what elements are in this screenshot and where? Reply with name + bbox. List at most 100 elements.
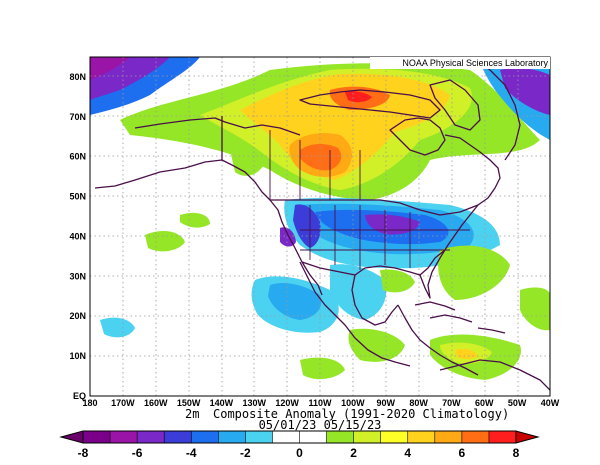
lon-tick-label: 80W — [409, 398, 428, 408]
lat-tick-label: 30N — [69, 271, 86, 281]
warm-region-gulf — [380, 269, 415, 293]
map-panel: NOAA Physical Sciences Laboratory — [89, 56, 551, 397]
coastline-south-america — [439, 359, 550, 391]
lon-tick-label: 160W — [144, 398, 168, 408]
border-us-states — [300, 205, 470, 270]
lat-tick-label: 20N — [69, 311, 86, 321]
lon-tick-label: 50W — [508, 398, 527, 408]
colorbar-swatch — [83, 431, 111, 443]
colorbar-swatch — [380, 431, 409, 443]
credit-label: NOAA Physical Sciences Laboratory — [402, 58, 548, 68]
colorbar-under-arrow — [59, 430, 84, 444]
coastline-baffin — [429, 79, 481, 131]
cold-region-mexico — [330, 264, 387, 320]
lat-tick-label: EQ — [73, 391, 86, 401]
cold-region-northwest-3 — [90, 57, 130, 80]
coastline-cuba — [414, 301, 456, 311]
coastline-hudson-bay — [389, 117, 446, 156]
colorbar-tick-label: -2 — [240, 446, 251, 460]
anomaly-field — [90, 57, 550, 380]
lon-tick-label: 100W — [341, 398, 365, 408]
coastline-caribbean — [429, 314, 506, 334]
colorbar-swatch — [407, 431, 436, 443]
colorbar-tick-label: -6 — [132, 446, 143, 460]
coastline-baja — [299, 261, 411, 367]
lon-tick-label: 40W — [541, 398, 560, 408]
map-frame — [89, 56, 551, 397]
colorbar-tick-label: 0 — [296, 446, 303, 460]
colorbar-over-arrow — [515, 430, 540, 444]
coastline-gulf-mexico — [351, 274, 399, 326]
coastlines — [94, 57, 550, 391]
colorbar-swatch — [272, 431, 300, 443]
colorbar-swatch — [326, 431, 354, 443]
colorbar-swatch — [110, 431, 138, 443]
warm-region-east-atlantic — [520, 287, 550, 331]
warm-region-atlantic — [438, 245, 510, 300]
lon-tick-label: 170W — [111, 398, 135, 408]
lat-tick-label: 60N — [69, 152, 86, 162]
colorbar-tick-label: 4 — [404, 446, 411, 460]
variable-label: 2m — [185, 407, 199, 421]
cold-region-us-4 — [365, 214, 420, 235]
coastline-greenland — [469, 57, 521, 161]
colorbar-tick-label: 8 — [513, 446, 520, 460]
lat-tick-label: 40N — [69, 231, 86, 241]
lon-tick-label: 60W — [475, 398, 494, 408]
colorbar-ticks: -8 -6 -4 -2 0 2 4 6 8 — [78, 446, 520, 460]
lon-tick-label: 130W — [243, 398, 267, 408]
colorbar-swatch — [164, 431, 192, 443]
lat-tick-label: 80N — [69, 72, 86, 82]
grid-lines — [90, 57, 550, 396]
lat-axis: EQ 10N 20N 30N 40N 50N 60N 70N 80N — [69, 72, 86, 401]
lon-tick-label: 150W — [177, 398, 201, 408]
colorbar-swatch — [299, 431, 327, 443]
colorbar-swatch — [245, 431, 273, 443]
coastline-labrador — [444, 134, 501, 199]
lon-tick-label: 90W — [376, 398, 395, 408]
warm-region-south-america — [455, 348, 478, 359]
lon-tick-label: 140W — [210, 398, 234, 408]
warm-spot-arctic — [345, 91, 372, 103]
warm-region-east-pacific — [348, 328, 405, 362]
lon-tick-label: 180 — [82, 398, 97, 408]
lat-tick-label: 10N — [69, 351, 86, 361]
colorbar-swatch — [353, 431, 381, 443]
colorbar-tick-label: -8 — [78, 446, 89, 460]
warm-region-midpacific — [145, 230, 185, 252]
coastline-gulf — [354, 249, 446, 276]
colorbar-swatch — [461, 431, 490, 443]
border-canada-provinces — [269, 130, 361, 200]
cold-region-pacific-2 — [268, 283, 322, 320]
border-us-canada — [270, 199, 479, 216]
cold-region-west-us — [293, 204, 321, 248]
warm-region-tropics — [300, 357, 345, 380]
warm-region-midpacific-2 — [180, 212, 210, 228]
colorbar-tick-label: 6 — [459, 446, 466, 460]
colorbar-swatch — [191, 431, 219, 443]
lon-tick-label: 70W — [442, 398, 461, 408]
warm-core-west-canada — [300, 144, 342, 171]
colorbar-swatch — [488, 431, 517, 443]
cold-region-northeast-2 — [500, 67, 550, 115]
colorbar-tick-label: 2 — [350, 446, 357, 460]
colorbar-swatch — [434, 431, 463, 443]
border-us-mexico — [301, 261, 356, 276]
lon-tick-label: 110W — [308, 398, 332, 408]
colorbar-tick-label: -4 — [186, 446, 197, 460]
coastline-central-america — [397, 304, 479, 376]
credit-box — [370, 57, 550, 69]
colorbar-swatch — [137, 431, 165, 443]
colorbar — [59, 430, 540, 444]
cold-region-hawaii — [100, 317, 135, 338]
coastline-arctic-islands — [299, 89, 441, 119]
map-title: Composite Anomaly (1991-2020 Climatology… — [213, 407, 509, 421]
colorbar-swatch — [218, 431, 246, 443]
lon-axis: 180 170W 160W 150W 140W 130W 120W 110W 100W 90W 80… — [82, 398, 559, 408]
lon-tick-label: 120W — [275, 398, 299, 408]
lat-tick-label: 50N — [69, 192, 86, 202]
coastline-florida — [419, 271, 433, 299]
coastline-alaska — [94, 159, 323, 296]
date-range: 05/01/23 05/15/23 — [259, 418, 382, 432]
